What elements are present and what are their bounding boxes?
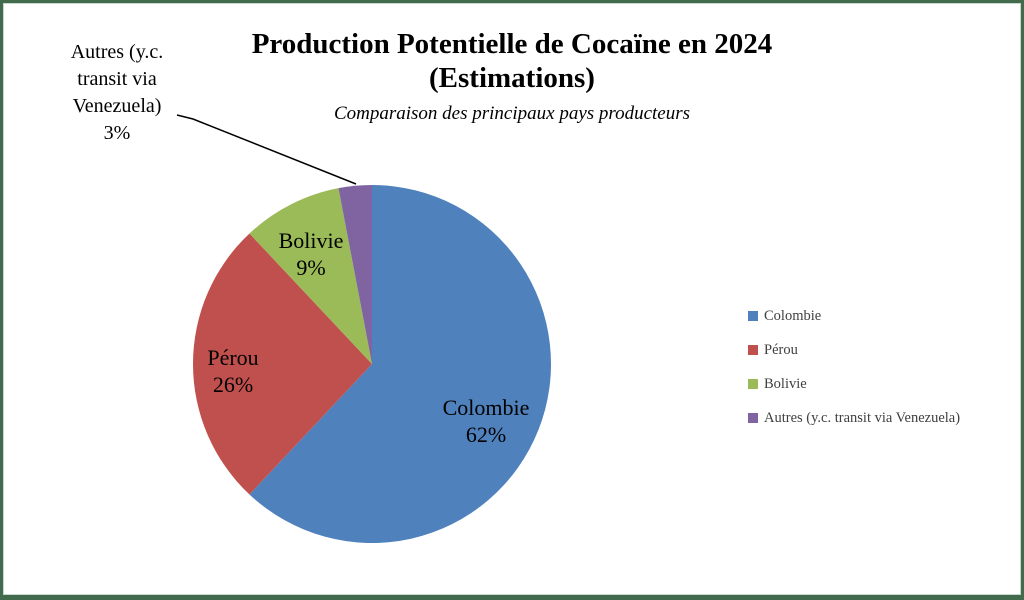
slice-label-bolivie: Bolivie 9% bbox=[241, 227, 381, 281]
slice-label-colombie-pct: 62% bbox=[465, 422, 507, 447]
slice-label-perou-text: Pérou bbox=[207, 345, 259, 370]
legend-label-autres: Autres (y.c. transit via Venezuela) bbox=[764, 409, 961, 426]
legend-label-colombie: Colombie bbox=[764, 307, 822, 324]
chart-title-line1: Production Potentielle de Cocaïne en 202… bbox=[251, 28, 773, 60]
slice-label-autres-text: Autres (y.c. transit via Venezuela) bbox=[70, 41, 164, 117]
chart-title-line2: (Estimations) bbox=[429, 62, 595, 94]
slice-label-perou-pct: 26% bbox=[212, 372, 254, 397]
pie-slice-1 bbox=[192, 233, 372, 495]
slice-label-colombie-text: Colombie bbox=[442, 395, 530, 420]
chart-subtitle: Comparaison des principaux pays producte… bbox=[333, 103, 691, 124]
pie-slice-0 bbox=[249, 185, 551, 543]
legend-item-autres: Autres (y.c. transit via Venezuela) bbox=[748, 401, 960, 435]
legend: Colombie Pérou Bolivie Autres (y.c. tran… bbox=[748, 299, 960, 435]
legend-swatch-autres bbox=[748, 413, 758, 423]
slice-label-bolivie-pct: 9% bbox=[296, 255, 326, 280]
slice-label-autres-pct: 3% bbox=[103, 122, 131, 144]
legend-swatch-colombie bbox=[748, 311, 758, 321]
legend-item-bolivie: Bolivie bbox=[748, 367, 960, 401]
pie-chart bbox=[176, 114, 551, 543]
pie-slice-3 bbox=[338, 185, 372, 364]
legend-item-colombie: Colombie bbox=[748, 299, 960, 333]
legend-item-perou: Pérou bbox=[748, 333, 960, 367]
legend-label-perou: Pérou bbox=[764, 341, 798, 358]
slice-label-bolivie-text: Bolivie bbox=[278, 228, 344, 253]
legend-swatch-perou bbox=[748, 345, 758, 355]
slice-label-perou: Pérou 26% bbox=[163, 344, 303, 398]
pie-slices bbox=[192, 185, 551, 543]
slice-label-colombie: Colombie 62% bbox=[416, 394, 556, 448]
legend-label-bolivie: Bolivie bbox=[764, 375, 807, 392]
leader-line-autres bbox=[176, 114, 357, 185]
legend-swatch-bolivie bbox=[748, 379, 758, 389]
slice-label-autres: Autres (y.c. transit via Venezuela) 3% bbox=[55, 39, 179, 147]
chart-title: Production Potentielle de Cocaïne en 202… bbox=[3, 27, 1021, 95]
pie-slice-2 bbox=[249, 188, 372, 364]
